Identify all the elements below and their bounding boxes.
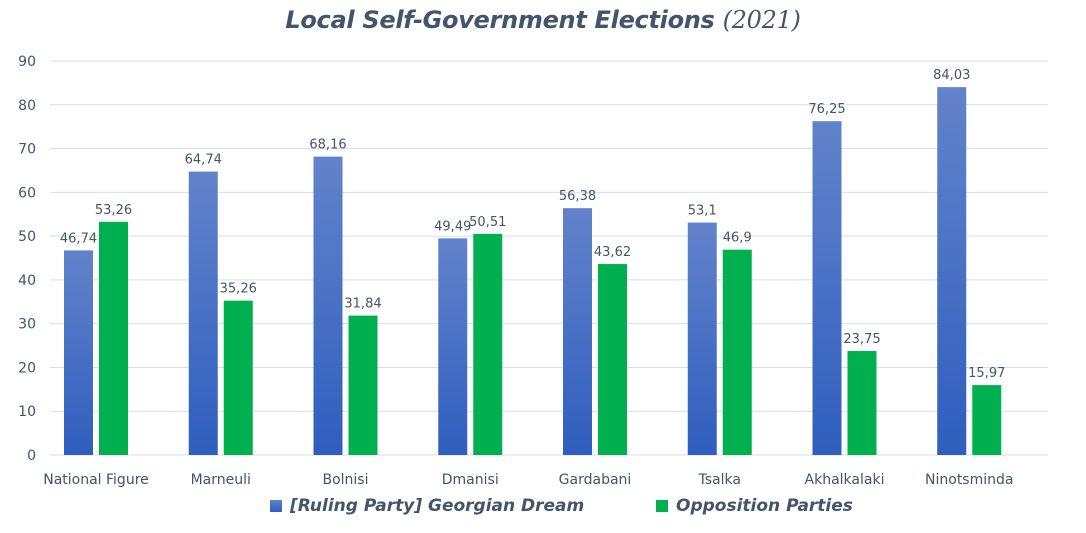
legend-swatch-green-icon xyxy=(656,500,668,512)
y-tick-label: 40 xyxy=(18,273,36,289)
bar-ruling-2 xyxy=(313,156,343,456)
data-label: 64,74 xyxy=(185,153,222,168)
legend-item-opposition: Opposition Parties xyxy=(656,496,853,516)
bar-ruling-5 xyxy=(687,222,717,455)
data-label: 68,16 xyxy=(309,138,346,153)
data-label: 49,49 xyxy=(434,219,471,234)
data-label: 53,1 xyxy=(688,204,717,219)
legend-item-ruling: [Ruling Party] Georgian Dream xyxy=(270,496,584,516)
legend-label-opposition: Opposition Parties xyxy=(676,496,853,516)
x-tick-label: Dmanisi xyxy=(442,472,499,488)
x-tick-label: Bolnisi xyxy=(322,472,368,488)
bars xyxy=(64,87,1002,456)
x-tick-label: Tsalka xyxy=(698,472,741,488)
data-label: 35,26 xyxy=(220,282,257,297)
y-tick-label: 80 xyxy=(18,98,36,114)
data-label: 76,25 xyxy=(808,102,845,117)
data-label: 46,74 xyxy=(60,231,97,246)
y-tick-label: 90 xyxy=(18,54,36,70)
x-axis: National Figure Marneuli Bolnisi Dmanisi Gar… xyxy=(43,472,1013,488)
data-label: 53,26 xyxy=(95,203,132,218)
bar-opposition-2 xyxy=(348,315,378,455)
chart-title-year: (2021) xyxy=(722,6,801,34)
bar-ruling-1 xyxy=(188,171,218,455)
x-tick-label: Marneuli xyxy=(191,472,251,488)
data-label: 23,75 xyxy=(843,332,880,347)
bar-opposition-7 xyxy=(972,385,1002,455)
data-label: 56,38 xyxy=(559,189,596,204)
chart-title-text: Local Self-Government Elections xyxy=(285,6,715,34)
y-axis: 0 10 20 30 40 50 60 70 80 90 xyxy=(18,54,36,464)
bar-opposition-1 xyxy=(223,300,253,455)
y-tick-label: 10 xyxy=(18,404,36,420)
bar-ruling-0 xyxy=(64,250,93,455)
bar-opposition-3 xyxy=(473,233,503,455)
bar-opposition-5 xyxy=(722,249,752,455)
y-tick-label: 60 xyxy=(18,185,36,201)
data-label: 15,97 xyxy=(968,366,1005,381)
chart-title: Local Self-Government Elections (2021) xyxy=(0,6,1086,34)
data-label: 43,62 xyxy=(594,245,631,260)
y-tick-label: 30 xyxy=(18,317,36,333)
bar-opposition-6 xyxy=(847,351,877,455)
data-label: 50,51 xyxy=(469,215,506,230)
legend: [Ruling Party] Georgian Dream Opposition… xyxy=(0,496,1086,520)
data-label: 31,84 xyxy=(344,297,381,312)
bar-ruling-4 xyxy=(563,208,592,455)
bar-ruling-7 xyxy=(937,87,967,456)
legend-label-ruling: [Ruling Party] Georgian Dream xyxy=(290,496,585,516)
y-tick-label: 70 xyxy=(18,142,36,158)
y-tick-label: 20 xyxy=(18,360,36,376)
bar-opposition-4 xyxy=(598,264,627,455)
x-tick-label: Akhalkalaki xyxy=(805,472,885,488)
data-label: 84,03 xyxy=(933,68,970,83)
bar-ruling-3 xyxy=(438,238,468,455)
data-label: 46,9 xyxy=(723,231,752,246)
legend-swatch-blue-icon xyxy=(270,500,282,512)
y-tick-label: 0 xyxy=(27,448,36,464)
x-tick-label: Gardabani xyxy=(559,472,632,488)
y-tick-label: 50 xyxy=(18,229,36,245)
bar-opposition-0 xyxy=(99,221,128,455)
x-tick-label: National Figure xyxy=(43,472,149,488)
data-labels: 46,74 53,26 64,74 35,26 68,16 31,84 49,4950,51… xyxy=(60,68,1005,381)
bar-ruling-6 xyxy=(812,121,842,455)
x-tick-label: Ninotsminda xyxy=(925,472,1013,488)
